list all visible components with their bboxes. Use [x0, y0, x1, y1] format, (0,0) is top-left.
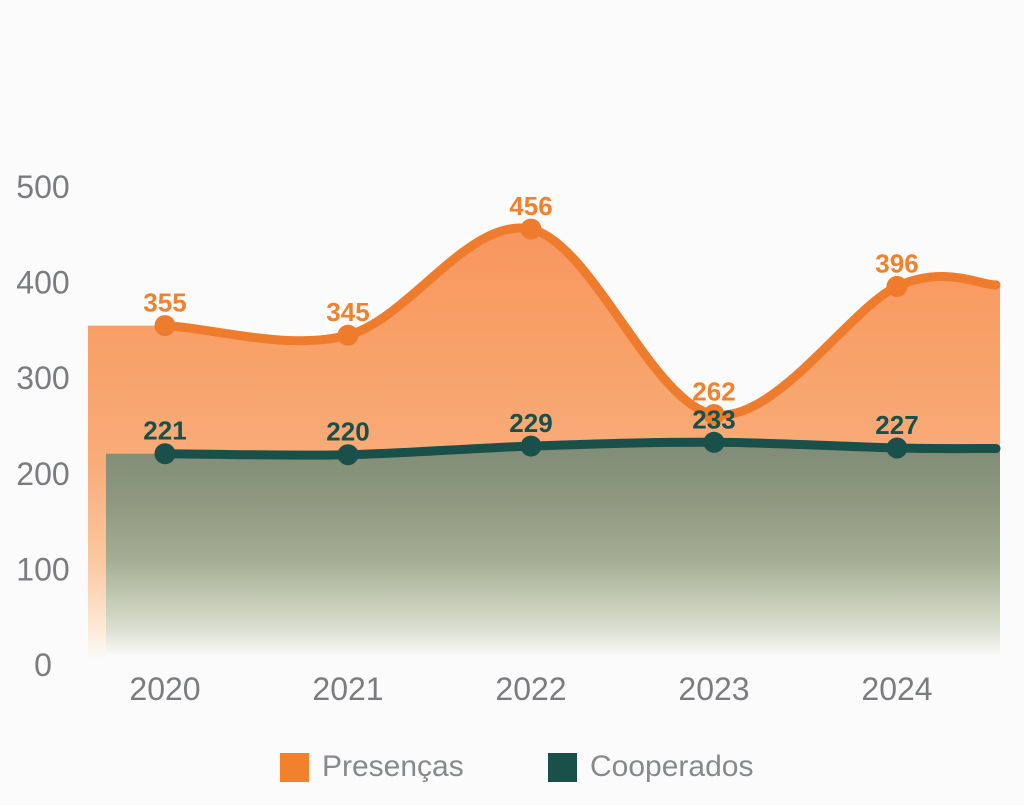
value-label: 345	[326, 297, 369, 327]
x-tick-label: 2022	[495, 671, 566, 707]
data-point-marker	[703, 404, 725, 425]
y-tick-label: 0	[34, 647, 52, 683]
value-label: 220	[326, 417, 369, 447]
data-point-marker	[703, 431, 725, 453]
legend-label-cooperados: Cooperados	[590, 750, 754, 783]
data-point-marker	[337, 324, 359, 346]
value-label: 221	[143, 416, 186, 446]
area-fill-cooperados	[106, 442, 1000, 661]
series-cooperados: 221 220 229 233 227	[143, 404, 1001, 466]
value-label: 456	[509, 191, 552, 221]
y-tick-label: 200	[16, 456, 69, 492]
data-point-marker	[337, 444, 359, 466]
x-tick-label: 2021	[312, 671, 383, 707]
legend-item-cooperados: Cooperados	[548, 752, 753, 782]
data-point-marker	[154, 315, 176, 337]
legend-label-presencas: Presenças	[322, 750, 464, 783]
value-label: 227	[875, 410, 918, 440]
value-label: 233	[692, 404, 735, 434]
data-point-marker	[886, 437, 908, 459]
data-point-marker	[886, 275, 908, 297]
series-presencas: 355 345 456 262 396	[143, 191, 1001, 425]
y-tick-label: 400	[16, 265, 69, 301]
chart-legend: Presenças Cooperados	[0, 752, 1024, 786]
x-tick-label: 2023	[678, 671, 749, 707]
y-tick-label: 100	[16, 551, 69, 587]
x-tick-label: 2024	[861, 671, 932, 707]
data-point-marker	[154, 443, 176, 465]
value-label: 229	[509, 408, 552, 438]
legend-item-presencas: Presenças	[280, 752, 464, 782]
y-tick-label: 300	[16, 360, 69, 396]
legend-swatch-cooperados-icon	[548, 752, 577, 782]
x-tick-label: 2020	[129, 671, 200, 707]
value-label: 396	[875, 248, 918, 278]
data-point-marker	[520, 435, 542, 457]
value-label: 355	[143, 288, 186, 318]
y-tick-label: 500	[16, 169, 69, 205]
data-point-marker	[520, 218, 542, 240]
legend-swatch-presencas-icon	[280, 752, 309, 782]
value-label: 262	[692, 377, 735, 407]
